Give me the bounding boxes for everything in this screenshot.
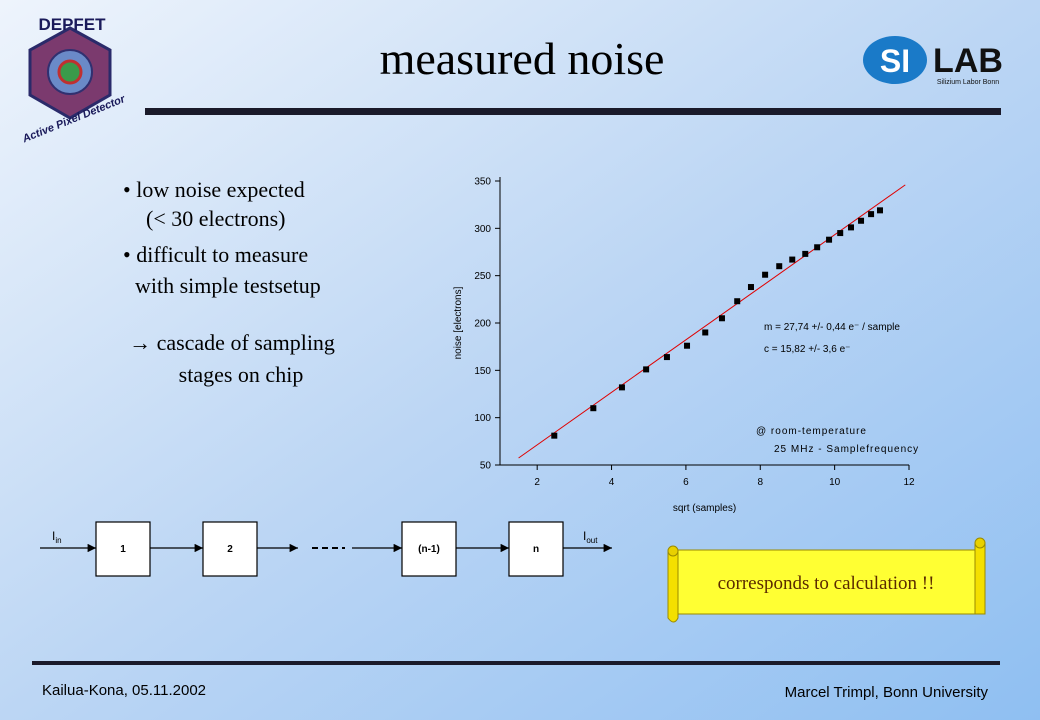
conclusion: stages on chip [179, 362, 304, 387]
x-tick-label: 2 [534, 477, 540, 488]
data-point [747, 284, 754, 291]
data-point [684, 342, 691, 349]
title-rule [145, 108, 1001, 115]
footer-rule [32, 661, 1000, 665]
x-tick-label: 4 [609, 477, 615, 488]
x-tick-label: 8 [757, 477, 763, 488]
data-point [762, 271, 769, 278]
silab-logo: SI LAB Silizium Labor Bonn [863, 36, 1003, 86]
data-point [618, 384, 625, 391]
annotation: 25 MHz - Samplefrequency [774, 444, 919, 455]
input-label: Iin [52, 529, 62, 545]
footer-left: Kailua-Kona, 05.11.2002 [42, 682, 206, 699]
y-tick-label: 100 [474, 413, 491, 424]
input-sub: in [55, 536, 61, 545]
data-point [858, 217, 865, 224]
bullet: • low noise expected [123, 177, 305, 202]
data-point [802, 250, 809, 257]
bullet: (< 30 electrons) [146, 206, 285, 231]
x-tick-label: 10 [829, 477, 841, 488]
y-axis-label: noise [electrons] [453, 286, 464, 359]
chart: 50 100 150 200 250 300 350 2 4 6 8 10 12 sqrt (sample… [453, 177, 919, 515]
data-point [826, 236, 833, 243]
data-point [868, 211, 875, 218]
data-point [663, 354, 670, 361]
banner: corresponds to calculation !! [667, 537, 986, 623]
data-point [814, 244, 821, 251]
banner-text: corresponds to calculation !! [718, 573, 935, 594]
data-point [718, 315, 725, 322]
y-tick-label: 300 [474, 224, 491, 235]
stage-label: (n-1) [418, 544, 440, 555]
data-point [776, 263, 783, 270]
output-sub: out [586, 536, 598, 545]
stage-label: n [533, 544, 539, 555]
annotation: @ room-temperature [756, 426, 867, 437]
bullet: • difficult to measure [123, 242, 308, 267]
y-tick-label: 350 [474, 177, 491, 188]
input-main: I [52, 529, 55, 543]
annotation: m = 27,74 +/- 0,44 e⁻ / sample [764, 322, 900, 333]
logo-top: DEPFET [38, 15, 106, 34]
data-point [702, 329, 709, 336]
stage-label: 2 [227, 544, 233, 555]
logo-sub: Silizium Labor Bonn [937, 79, 999, 86]
output-label: Iout [583, 529, 598, 545]
conclusion: → cascade of sampling [129, 330, 335, 355]
x-axis-label: sqrt (samples) [673, 503, 736, 514]
footer-right: Marcel Trimpl, Bonn University [785, 684, 989, 701]
x-tick-label: 12 [903, 477, 915, 488]
data-point [847, 224, 854, 231]
y-tick-label: 150 [474, 366, 491, 377]
annotation: c = 15,82 +/- 3,6 e⁻ [764, 344, 850, 355]
data-point [837, 230, 844, 237]
y-tick-label: 50 [480, 461, 492, 472]
data-point [876, 207, 883, 214]
bullet: with simple testsetup [135, 273, 321, 298]
data-point [789, 256, 796, 263]
output-main: I [583, 529, 586, 543]
data-point [551, 432, 558, 439]
data-point [643, 366, 650, 373]
logo-lab: LAB [933, 42, 1003, 80]
y-tick-label: 200 [474, 319, 491, 330]
data-point [590, 405, 597, 412]
logo-si: SI [880, 43, 910, 79]
data-point [734, 298, 741, 305]
block-diagram [40, 521, 612, 577]
slide-title: measured noise [380, 33, 665, 84]
y-tick-label: 250 [474, 271, 491, 282]
x-tick-label: 6 [683, 477, 689, 488]
stage-label: 1 [120, 544, 126, 555]
